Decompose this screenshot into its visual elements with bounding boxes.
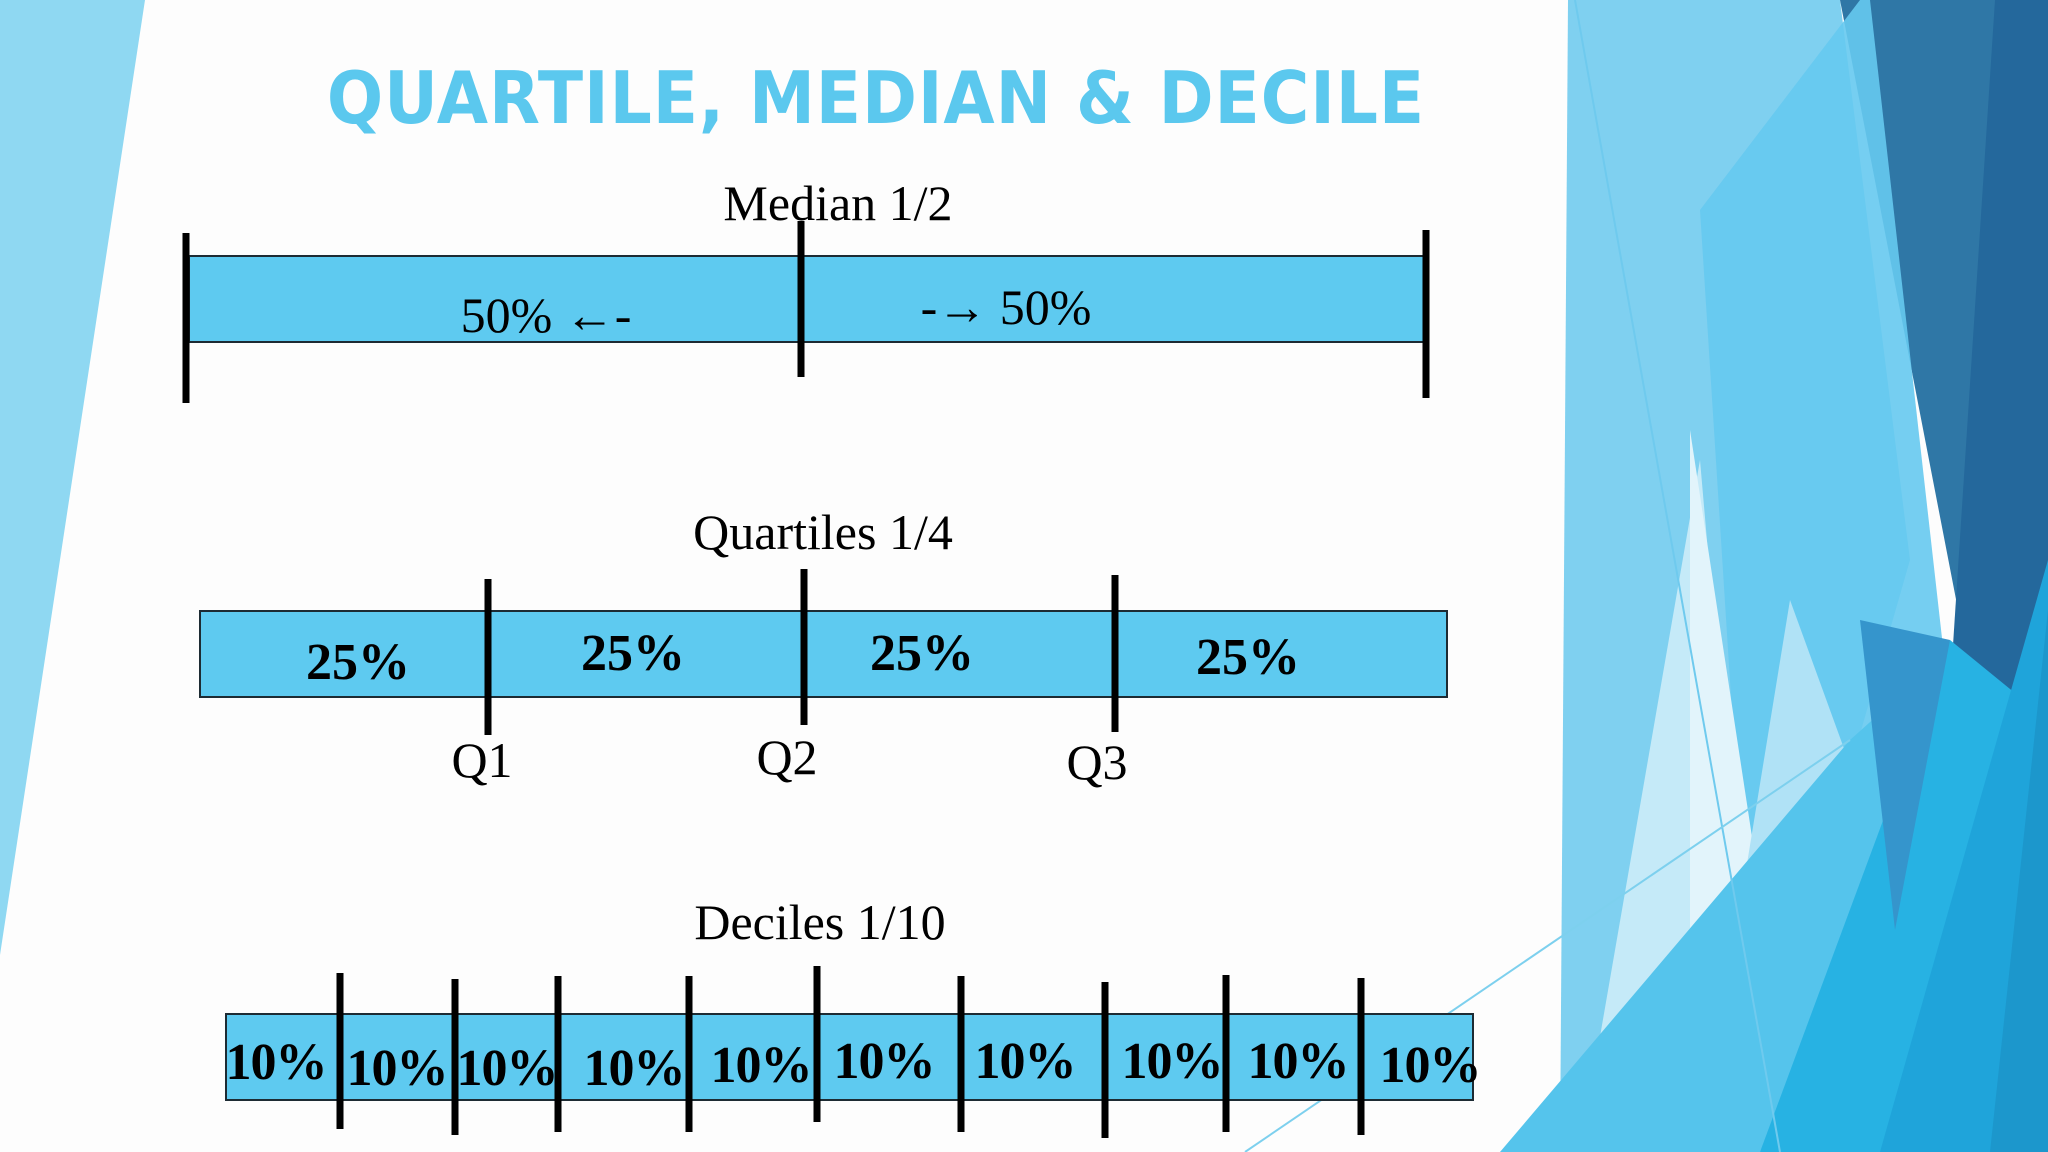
- quartiles-bar: [199, 610, 1448, 698]
- median-bar: [188, 255, 1428, 343]
- quartile-label-q3: Q3: [1066, 734, 1128, 790]
- decile-tick-8: [1222, 975, 1230, 1132]
- quartile-label-q2: Q2: [756, 729, 818, 785]
- quartile-tick-q1: [484, 579, 492, 735]
- deciles-heading: Deciles 1/10: [694, 894, 946, 950]
- quartile-label-q1: Q1: [451, 732, 513, 788]
- decile-segment-2: 10%: [346, 1040, 449, 1097]
- median-left-label: 50% ←-: [460, 287, 632, 343]
- median-right-label: -→ 50%: [920, 279, 1092, 335]
- median-tick-end: [1422, 230, 1430, 398]
- decile-segment-8: 10%: [1121, 1033, 1224, 1090]
- decile-segment-6: 10%: [833, 1033, 936, 1090]
- decile-segment-3: 10%: [456, 1040, 559, 1097]
- quartiles-heading: Quartiles 1/4: [693, 504, 953, 560]
- decile-tick-7: [1101, 982, 1109, 1138]
- quartile-tick-q3: [1111, 575, 1119, 732]
- decile-tick-6: [957, 976, 965, 1132]
- decile-segment-5: 10%: [710, 1037, 813, 1094]
- decile-segment-1: 10%: [225, 1034, 328, 1091]
- decile-segment-4: 10%: [583, 1040, 686, 1097]
- decile-tick-1: [336, 973, 344, 1129]
- quartile-tick-q2: [800, 569, 808, 725]
- quartile-segment-2: 25%: [581, 625, 685, 682]
- decile-tick-4: [685, 976, 693, 1132]
- decile-tick-5: [813, 966, 821, 1122]
- decile-tick-2: [451, 979, 459, 1135]
- median-tick-middle: [797, 221, 805, 377]
- decile-tick-9: [1357, 978, 1365, 1135]
- quartile-segment-1: 25%: [306, 634, 410, 691]
- decile-segment-9: 10%: [1247, 1033, 1350, 1090]
- quartile-segment-3: 25%: [870, 625, 974, 682]
- decile-tick-3: [554, 976, 562, 1132]
- decile-segment-7: 10%: [974, 1033, 1077, 1090]
- deciles-bar: [225, 1013, 1474, 1101]
- median-tick-start: [182, 233, 190, 403]
- slide-title: QUARTILE, MEDIAN & DECILE: [326, 56, 1426, 140]
- quartile-segment-4: 25%: [1196, 629, 1300, 686]
- median-heading: Median 1/2: [723, 175, 953, 231]
- decile-segment-10: 10%: [1379, 1037, 1482, 1094]
